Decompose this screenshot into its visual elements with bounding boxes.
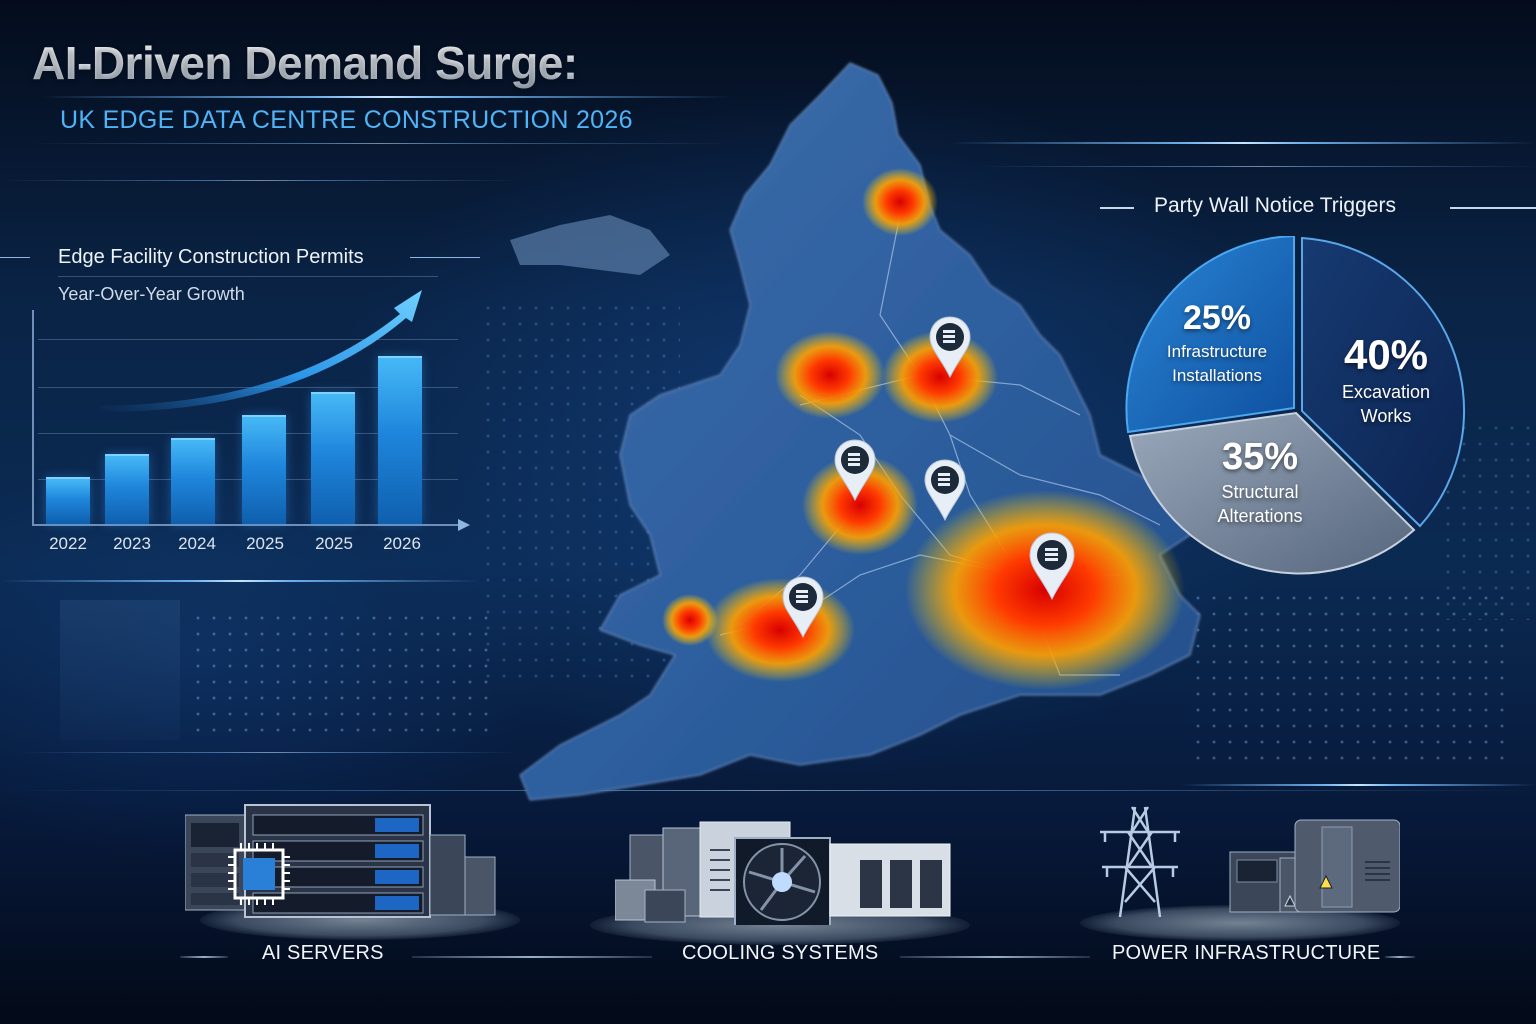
x-tick: 2025 <box>246 534 284 553</box>
heat-spots <box>662 168 1185 690</box>
heat-spot-manchester <box>775 331 885 419</box>
decor-line <box>0 180 520 181</box>
x-tick: 2026 <box>383 534 421 553</box>
map-pins <box>782 316 1075 639</box>
permits-bar-chart: 2022 2023 2024 2025 2025 2026 <box>30 290 480 570</box>
pylon <box>1100 806 1180 918</box>
map-pin-midlands-east[interactable] <box>924 459 966 522</box>
heat-spot-london <box>905 490 1185 690</box>
heat-spot-leeds <box>882 331 998 423</box>
page-subtitle: UK EDGE DATA CENTRE CONSTRUCTION 2026 <box>60 106 633 134</box>
pie-label-infrastructure: 25% Infrastructure Installations <box>1142 296 1292 388</box>
pie-name: Structural <box>1221 482 1299 502</box>
map-pin-birmingham[interactable] <box>834 439 876 502</box>
decor-line <box>950 142 1536 144</box>
party-wall-pie-chart: 40% Excavation Works 35% Structural Alte… <box>1124 236 1474 586</box>
header-divider-bottom <box>30 143 730 144</box>
label-rule <box>900 956 1090 958</box>
x-tick: 2024 <box>178 534 216 553</box>
bar-2025a <box>242 415 286 524</box>
bar-2023 <box>105 454 149 524</box>
header-divider-top <box>40 96 730 98</box>
map-pin-leeds[interactable] <box>929 316 971 379</box>
pie-chart-title: Party Wall Notice Triggers <box>1154 194 1396 217</box>
decor-blocks <box>60 600 180 740</box>
heat-spot-bristol-cardiff <box>705 578 855 682</box>
x-axis <box>32 524 462 526</box>
title-rule <box>410 257 480 258</box>
title-rule <box>1100 207 1134 209</box>
heat-spot-swansea <box>662 594 718 646</box>
label-rule <box>180 956 228 958</box>
equipment-label-ai-servers: AI SERVERS <box>262 942 384 964</box>
heat-spot-newcastle <box>862 168 938 236</box>
pie-pct: 40% <box>1343 331 1429 378</box>
pie-slice-structural <box>1128 411 1416 575</box>
pie-label-excavation: 40% Excavation Works <box>1306 330 1466 428</box>
bar-2024 <box>171 438 215 524</box>
pie-slice-excavation <box>1301 236 1466 528</box>
x-axis-arrow-icon <box>458 519 470 531</box>
dot-grid <box>190 610 500 740</box>
dot-grid <box>1190 590 1510 770</box>
power-pylon-icon <box>1100 806 1400 918</box>
decor-line <box>1180 784 1536 786</box>
decor-line <box>0 790 1536 791</box>
label-rule <box>412 956 652 958</box>
pie-name: Installations <box>1172 366 1262 385</box>
decor-line <box>20 752 520 753</box>
title-underline <box>58 276 438 277</box>
bar-2026 <box>378 356 422 524</box>
bar-2025b <box>311 392 355 524</box>
pie-name: Infrastructure <box>1166 342 1268 361</box>
pie-slice-infrastructure <box>1125 236 1295 434</box>
decor-line <box>980 166 1536 167</box>
equipment-label-power-infrastructure: POWER INFRASTRUCTURE <box>1112 942 1381 964</box>
gridline <box>38 387 458 388</box>
permits-chart-subtitle: Year-Over-Year Growth <box>58 284 245 304</box>
y-axis <box>32 310 34 525</box>
decor-line <box>0 580 480 582</box>
heat-spot-birmingham <box>802 455 918 555</box>
growth-arrow-icon <box>100 290 422 412</box>
label-rule <box>1385 956 1415 958</box>
x-tick: 2022 <box>49 534 87 553</box>
gridline <box>38 339 458 340</box>
page-title: AI-Driven Demand Surge: <box>32 37 578 89</box>
x-tick: 2025 <box>315 534 353 553</box>
map-pin-bristol[interactable] <box>782 576 824 639</box>
permits-chart-title: Edge Facility Construction Permits <box>58 246 364 268</box>
pie-name: Alterations <box>1217 506 1303 526</box>
pie-pct: 35% <box>1221 436 1299 478</box>
bar-2022 <box>46 477 90 524</box>
pie-name: Excavation <box>1341 382 1431 402</box>
england-wales-shape <box>519 62 1201 801</box>
title-rule <box>1450 207 1536 209</box>
uk-heat-map <box>510 62 1201 801</box>
x-tick: 2023 <box>113 534 151 553</box>
map-pin-london[interactable] <box>1029 532 1075 601</box>
pie-pct: 25% <box>1182 299 1252 337</box>
pie-name: Works <box>1360 406 1412 426</box>
cooling-unit-icon <box>615 821 951 925</box>
ai-chip-icon <box>228 843 290 905</box>
server-rack-icon <box>185 804 496 918</box>
ireland-shape <box>510 215 670 275</box>
equipment-label-cooling-systems: COOLING SYSTEMS <box>682 942 879 964</box>
title-rule <box>0 257 30 258</box>
pie-label-structural: 35% Structural Alterations <box>1180 434 1340 528</box>
